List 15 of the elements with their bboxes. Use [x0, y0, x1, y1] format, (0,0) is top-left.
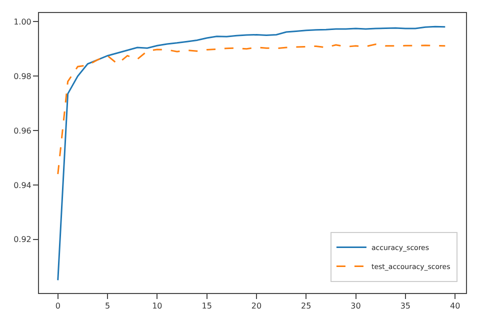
line-series [57, 44, 446, 175]
y-tick-label: 1.00 [14, 18, 32, 27]
y-tick-label: 0.92 [14, 235, 32, 244]
y-tick-label: 0.94 [14, 180, 32, 190]
x-tick-label: 30 [350, 302, 361, 311]
y-tick-label: 0.96 [14, 126, 32, 136]
y-tick-label: 0.98 [14, 72, 32, 81]
x-tick-label: 35 [400, 302, 411, 311]
x-tick-label: 40 [450, 302, 460, 311]
x-tick-label: 0 [55, 302, 60, 311]
x-tick-label: 25 [301, 302, 312, 311]
x-tick-label: 10 [152, 302, 162, 311]
x-tick-label: 15 [202, 302, 212, 311]
x-tick-label: 20 [251, 302, 262, 311]
x-tick-label: 5 [104, 302, 110, 311]
